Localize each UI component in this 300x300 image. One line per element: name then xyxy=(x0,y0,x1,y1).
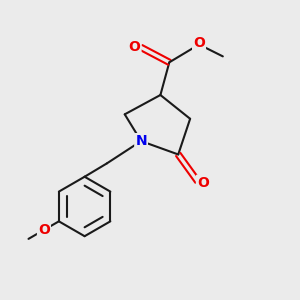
Text: N: N xyxy=(135,134,147,148)
Text: O: O xyxy=(193,36,205,50)
Text: O: O xyxy=(197,176,209,190)
Text: O: O xyxy=(129,40,140,55)
Text: O: O xyxy=(38,223,50,237)
